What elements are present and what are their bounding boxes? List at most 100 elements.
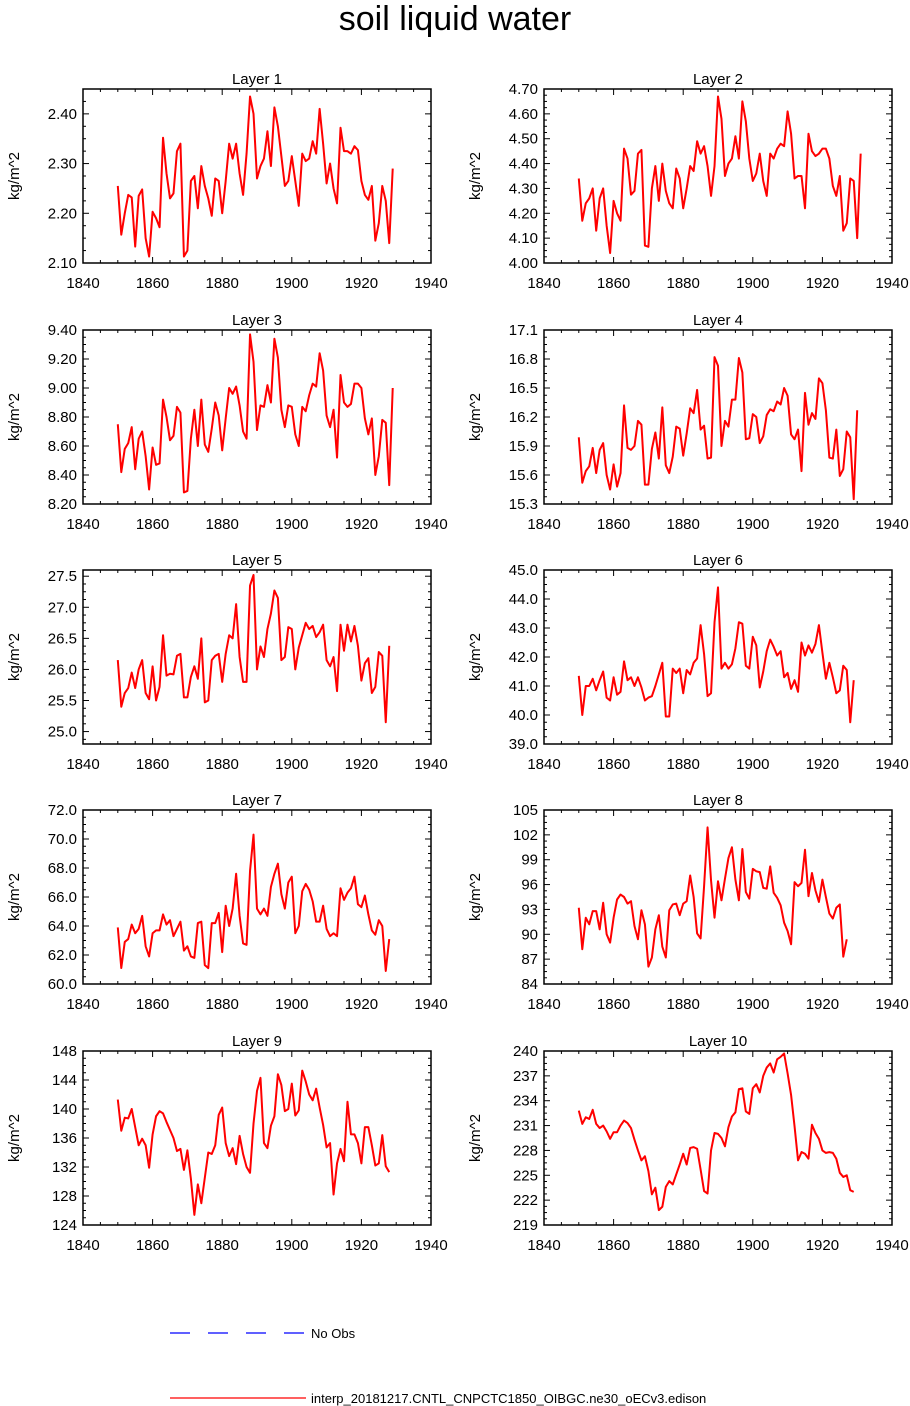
y-tick-label: 4.70 (509, 81, 538, 98)
series-line-1 (577, 586, 855, 724)
y-axis-label: kg/m^2 (6, 152, 23, 200)
y-tick-label: 148 (52, 1043, 77, 1060)
x-tick-label: 1880 (206, 1237, 239, 1254)
plot-frame (82, 809, 432, 985)
x-tick-label: 1900 (275, 275, 308, 292)
y-tick-label: 2.40 (48, 106, 77, 123)
y-tick-label: 72.0 (48, 802, 77, 819)
panel-layer-8: Layer 8 kg/m^2 1840 1860 1880 1900 1920 1940 84 8… (467, 792, 909, 1013)
x-tick-label: 1860 (136, 996, 169, 1013)
series-line-1 (116, 1069, 391, 1216)
x-tick-label: 1880 (667, 516, 700, 533)
x-tick-label: 1900 (275, 1237, 308, 1254)
x-tick-label: 1920 (806, 756, 839, 773)
x-tick-label: 1900 (275, 516, 308, 533)
y-tick-label: 27.5 (48, 568, 77, 585)
x-tick-label: 1920 (806, 516, 839, 533)
x-tick-label: 1880 (206, 756, 239, 773)
series-line-1 (577, 356, 859, 501)
x-tick-label: 1940 (414, 275, 447, 292)
y-tick-label: 144 (52, 1072, 77, 1089)
x-tick-label: 1880 (667, 996, 700, 1013)
panel-title: Layer 5 (232, 552, 282, 569)
y-tick-label: 8.60 (48, 438, 77, 455)
x-tick-label: 1860 (136, 516, 169, 533)
y-tick-label: 60.0 (48, 976, 77, 993)
y-tick-label: 16.8 (509, 351, 538, 368)
panel-title: Layer 7 (232, 792, 282, 809)
y-tick-label: 2.20 (48, 205, 77, 222)
y-tick-label: 90 (521, 926, 538, 943)
x-tick-label: 1860 (597, 1237, 630, 1254)
y-tick-label: 15.6 (509, 467, 538, 484)
y-axis-label: kg/m^2 (6, 1114, 23, 1162)
x-tick-label: 1940 (875, 275, 908, 292)
x-tick-label: 1940 (414, 756, 447, 773)
y-tick-label: 4.30 (509, 180, 538, 197)
panel-title: Layer 3 (232, 312, 282, 329)
y-axis-label: kg/m^2 (6, 633, 23, 681)
y-tick-label: 225 (513, 1167, 538, 1184)
panel-layer-10: Layer 10 kg/m^2 1840 1860 1880 1900 1920 1940 21… (467, 1033, 909, 1254)
y-axis-label: kg/m^2 (467, 393, 484, 441)
x-tick-label: 1880 (206, 996, 239, 1013)
x-tick-label: 1940 (414, 516, 447, 533)
y-tick-label: 136 (52, 1130, 77, 1147)
y-tick-label: 40.0 (509, 707, 538, 724)
x-tick-label: 1900 (736, 996, 769, 1013)
y-axis-label: kg/m^2 (467, 1114, 484, 1162)
y-tick-label: 45.0 (509, 562, 538, 579)
y-axis-label: kg/m^2 (6, 873, 23, 921)
x-tick-label: 1840 (527, 275, 560, 292)
y-tick-label: 219 (513, 1217, 538, 1234)
y-axis-label: kg/m^2 (467, 873, 484, 921)
y-tick-label: 9.00 (48, 380, 77, 397)
series-line-1 (116, 833, 391, 972)
series-line-1 (577, 1052, 855, 1212)
panel-layer-5: Layer 5 kg/m^2 1840 1860 1880 1900 1920 1940 25.… (6, 552, 448, 773)
x-tick-label: 1880 (667, 275, 700, 292)
y-tick-label: 222 (513, 1192, 538, 1209)
panel-title: Layer 8 (693, 792, 743, 809)
legend-obs-label: No Obs (311, 1326, 356, 1341)
y-tick-label: 102 (513, 827, 538, 844)
y-tick-label: 8.40 (48, 467, 77, 484)
plot-frame (543, 1050, 893, 1226)
x-tick-label: 1920 (806, 1237, 839, 1254)
x-tick-label: 1840 (527, 1237, 560, 1254)
panel-title: Layer 1 (232, 71, 282, 88)
x-tick-label: 1840 (527, 516, 560, 533)
y-axis-label: kg/m^2 (467, 152, 484, 200)
x-tick-label: 1900 (736, 516, 769, 533)
y-tick-label: 62.0 (48, 947, 77, 964)
plot-frame (82, 88, 432, 264)
x-tick-label: 1840 (527, 756, 560, 773)
y-tick-label: 4.60 (509, 106, 538, 123)
y-tick-label: 25.0 (48, 724, 77, 741)
x-tick-label: 1920 (345, 996, 378, 1013)
y-tick-label: 25.5 (48, 693, 77, 710)
x-tick-label: 1940 (875, 516, 908, 533)
x-tick-label: 1940 (414, 1237, 447, 1254)
panel-title: Layer 4 (693, 312, 743, 329)
x-tick-label: 1840 (66, 756, 99, 773)
series-line-1 (116, 95, 394, 258)
series-line-1 (577, 826, 848, 968)
plot-frame (543, 809, 893, 985)
x-tick-label: 1920 (345, 516, 378, 533)
legend: No Obs interp_20181217.CNTL_CNPCTC1850_O… (170, 1326, 706, 1406)
y-tick-label: 43.0 (509, 620, 538, 637)
x-tick-label: 1880 (206, 516, 239, 533)
plot-frame (82, 329, 432, 505)
series-line-1 (577, 95, 862, 255)
plot-frame (82, 569, 432, 745)
y-tick-label: 4.20 (509, 205, 538, 222)
x-tick-label: 1840 (66, 1237, 99, 1254)
x-tick-label: 1860 (136, 756, 169, 773)
panel-layer-9: Layer 9 kg/m^2 1840 1860 1880 1900 1920 1940 124… (6, 1033, 448, 1254)
x-tick-label: 1860 (597, 275, 630, 292)
x-tick-label: 1900 (736, 1237, 769, 1254)
panel-title: Layer 2 (693, 71, 743, 88)
y-tick-label: 39.0 (509, 736, 538, 753)
